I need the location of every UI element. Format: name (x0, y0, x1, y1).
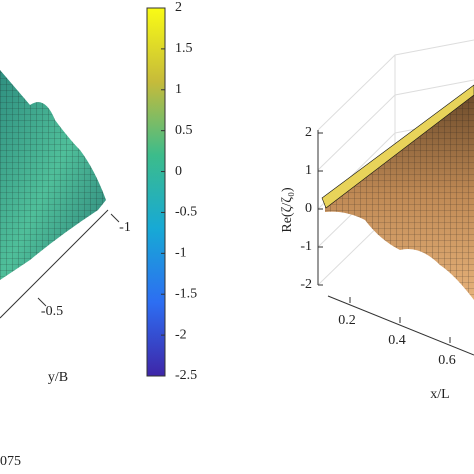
x-axis-line (327, 295, 474, 356)
y-tick-label: -0.5 (41, 304, 63, 319)
colorbar-tick-label: 1.5 (175, 41, 193, 56)
right-x-label: x/L (430, 387, 449, 402)
colorbar-tick-label: -1.5 (175, 286, 197, 301)
z-tick-label: 1 (305, 163, 312, 178)
colorbar-tick-label: 0.5 (175, 123, 193, 138)
colorbar (146, 7, 166, 377)
colorbar-tick-label: -2.5 (175, 368, 197, 383)
colorbar-tick-label: 2 (175, 0, 182, 15)
colorbar-tick-label: -2 (175, 327, 187, 342)
y-axis-line (0, 209, 109, 319)
colorbar-tick-label: -0.5 (175, 205, 197, 220)
left-y-label: y/B (48, 370, 68, 385)
colorbar-tick-label: 1 (175, 82, 182, 97)
left-surface (0, 70, 109, 319)
z-tick-label: -1 (300, 239, 312, 254)
right-z-label: Re(ζ/ζ₀) (280, 187, 295, 233)
colorbar-tick-label: 0 (175, 164, 182, 179)
y-tick-label: -1 (119, 220, 131, 235)
z-tick-label: 2 (305, 125, 312, 140)
y-tick (110, 213, 120, 223)
colorbar-tick-label: -1 (175, 246, 187, 261)
caption: 075 (0, 454, 21, 469)
y-tick (37, 297, 47, 307)
x-tick-label: 0.2 (338, 313, 356, 328)
x-tick-label: 0.6 (438, 353, 456, 368)
z-tick-label: 0 (305, 201, 312, 216)
z-tick-label: -2 (300, 277, 312, 292)
right-surface (317, 39, 474, 356)
x-tick-label: 0.4 (388, 333, 406, 348)
